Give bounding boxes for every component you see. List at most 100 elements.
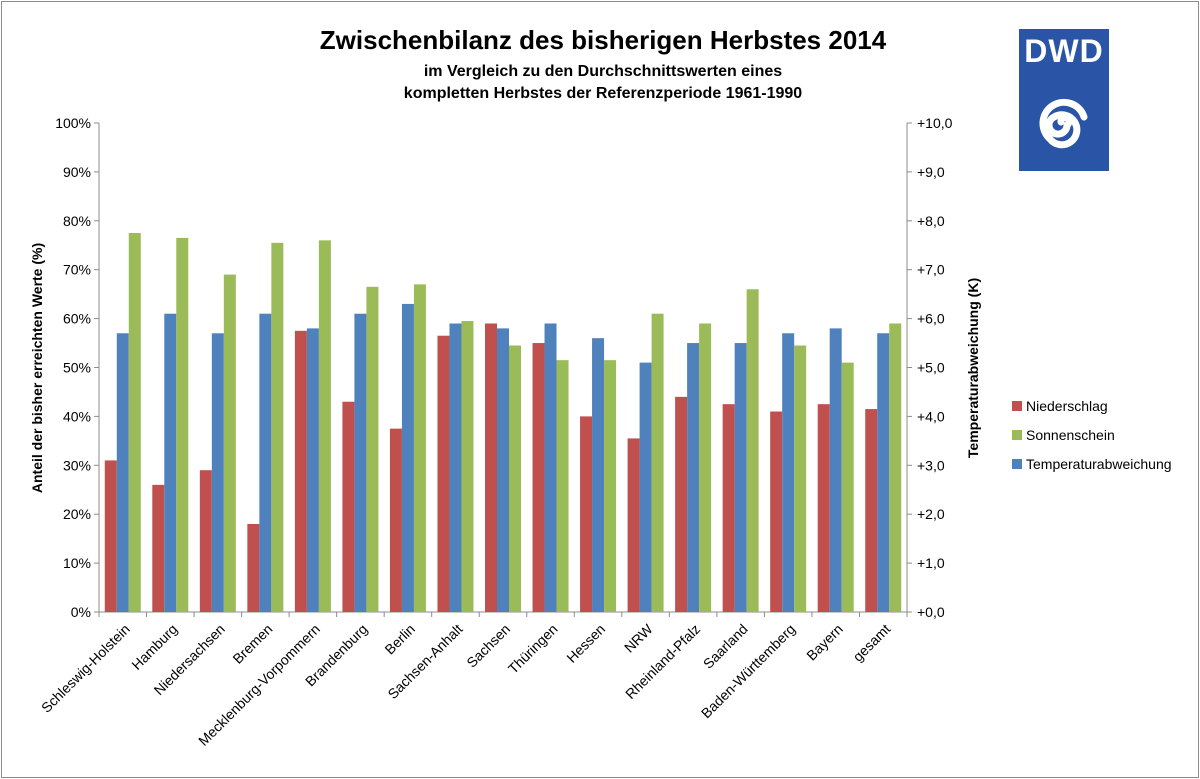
- y-left-tick-label: 60%: [63, 311, 91, 327]
- y-axis-right-title: Temperaturabweichung (K): [965, 278, 981, 458]
- y-left-tick-label: 30%: [63, 457, 91, 473]
- bar-niederschlag: [580, 416, 593, 612]
- bar-sonnenschein: [889, 323, 902, 612]
- bar-niederschlag: [722, 404, 735, 612]
- legend-label: Niederschlag: [1026, 398, 1108, 414]
- bar-temperaturabweichung: [211, 333, 224, 612]
- chart-subtitle-line-2: kompletten Herbstes der Referenzperiode …: [404, 85, 802, 102]
- y-right-tick-label: +1,0: [917, 555, 945, 571]
- y-right-tick-label: +3,0: [917, 457, 945, 473]
- dwd-logo: DWD: [1019, 29, 1109, 171]
- bar-temperaturabweichung: [782, 333, 795, 612]
- bar-temperaturabweichung: [877, 333, 890, 612]
- x-tick-label: Bayern: [803, 621, 846, 664]
- bar-sonnenschein: [366, 286, 379, 612]
- y-left-tick-label: 80%: [63, 213, 91, 229]
- y-left-tick-label: 0%: [71, 604, 91, 620]
- plot-area: 0% +0,0 10% +1,0 20% +2,0 30% +3,0 40% +4,0 50% +5,…: [38, 115, 953, 749]
- legend: Niederschlag Sonnenschein Temperaturabweic…: [1012, 398, 1172, 472]
- y-left-tick-label: 10%: [63, 555, 91, 571]
- bar-temperaturabweichung: [259, 313, 272, 612]
- bar-sonnenschein: [604, 360, 617, 612]
- bar-niederschlag: [104, 460, 117, 612]
- bar-sonnenschein: [413, 284, 426, 612]
- x-tick-label: NRW: [621, 620, 656, 655]
- x-tick-label: Bremen: [229, 621, 275, 667]
- y-right-tick-label: +8,0: [917, 213, 945, 229]
- y-right-tick-label: +9,0: [917, 164, 945, 180]
- bar-temperaturabweichung: [306, 328, 319, 612]
- y-left-tick-label: 100%: [55, 115, 91, 131]
- chart-subtitle-line-1: im Vergleich zu den Durchschnittswerten …: [424, 63, 782, 80]
- y-right-tick-label: +6,0: [917, 311, 945, 327]
- legend-swatch: [1012, 430, 1022, 440]
- y-left-tick-label: 90%: [63, 164, 91, 180]
- bar-sonnenschein: [128, 233, 141, 612]
- x-tick-label: gesamt: [850, 621, 894, 665]
- bar-sonnenschein: [746, 289, 759, 612]
- bar-sonnenschein: [461, 321, 474, 612]
- bar-niederschlag: [770, 411, 783, 612]
- bar-temperaturabweichung: [116, 333, 129, 612]
- legend-swatch: [1012, 459, 1022, 469]
- bar-sonnenschein: [176, 237, 189, 613]
- bar-niederschlag: [532, 343, 545, 612]
- y-right-tick-label: +0,0: [917, 604, 945, 620]
- bar-niederschlag: [152, 484, 165, 612]
- bar-niederschlag: [389, 428, 402, 612]
- legend-label: Temperaturabweichung: [1026, 456, 1172, 472]
- bar-sonnenschein: [223, 274, 236, 612]
- bar-niederschlag: [865, 409, 878, 612]
- x-tick-label: Berlin: [381, 621, 418, 658]
- y-right-tick-label: +10,0: [917, 115, 953, 131]
- bar-sonnenschein: [841, 362, 854, 612]
- bar-niederschlag: [342, 401, 355, 612]
- bar-temperaturabweichung: [401, 303, 414, 612]
- y-axis-left-title: Anteil der bisher erreichten Werte (%): [29, 243, 45, 493]
- bar-temperaturabweichung: [639, 362, 652, 612]
- bar-niederschlag: [627, 438, 640, 612]
- bar-niederschlag: [437, 335, 450, 612]
- bar-niederschlag: [247, 523, 260, 612]
- bar-temperaturabweichung: [354, 313, 367, 612]
- bar-sonnenschein: [509, 345, 521, 612]
- bar-temperaturabweichung: [734, 343, 747, 612]
- x-tick-label: Hessen: [563, 621, 608, 666]
- bar-temperaturabweichung: [544, 323, 557, 612]
- y-left-tick-label: 20%: [63, 506, 91, 522]
- bar-niederschlag: [294, 330, 307, 612]
- y-left-tick-label: 70%: [63, 262, 91, 278]
- swirl-icon: [1039, 98, 1088, 149]
- bar-niederschlag: [675, 396, 688, 612]
- y-right-tick-label: +7,0: [917, 262, 945, 278]
- y-right-tick-label: +2,0: [917, 506, 945, 522]
- bar-temperaturabweichung: [449, 323, 462, 612]
- bar-temperaturabweichung: [497, 328, 509, 612]
- bar-temperaturabweichung: [829, 328, 842, 612]
- bar-niederschlag: [199, 470, 212, 612]
- bar-niederschlag: [485, 323, 497, 612]
- y-left-tick-label: 40%: [63, 408, 91, 424]
- x-tick-label: Baden-Württemberg: [698, 621, 798, 721]
- bar-sonnenschein: [794, 345, 807, 612]
- y-right-tick-label: +4,0: [917, 408, 945, 424]
- bar-sonnenschein: [651, 313, 664, 612]
- bar-sonnenschein: [271, 242, 284, 612]
- y-left-tick-label: 50%: [63, 360, 91, 376]
- chart-title: Zwischenbilanz des bisherigen Herbstes 2…: [320, 25, 887, 55]
- bar-temperaturabweichung: [164, 313, 177, 612]
- bar-niederschlag: [817, 404, 830, 612]
- bar-temperaturabweichung: [687, 343, 700, 612]
- legend-swatch: [1012, 401, 1022, 411]
- y-right-tick-label: +5,0: [917, 360, 945, 376]
- bar-sonnenschein: [556, 360, 569, 612]
- bar-temperaturabweichung: [592, 338, 605, 612]
- legend-label: Sonnenschein: [1026, 427, 1115, 443]
- x-tick-label: Schleswig-Holstein: [38, 621, 133, 716]
- x-tick-label: Thüringen: [505, 621, 561, 677]
- dwd-logo-text: DWD: [1024, 33, 1104, 69]
- bar-sonnenschein: [318, 240, 331, 613]
- bar-sonnenschein: [699, 323, 712, 612]
